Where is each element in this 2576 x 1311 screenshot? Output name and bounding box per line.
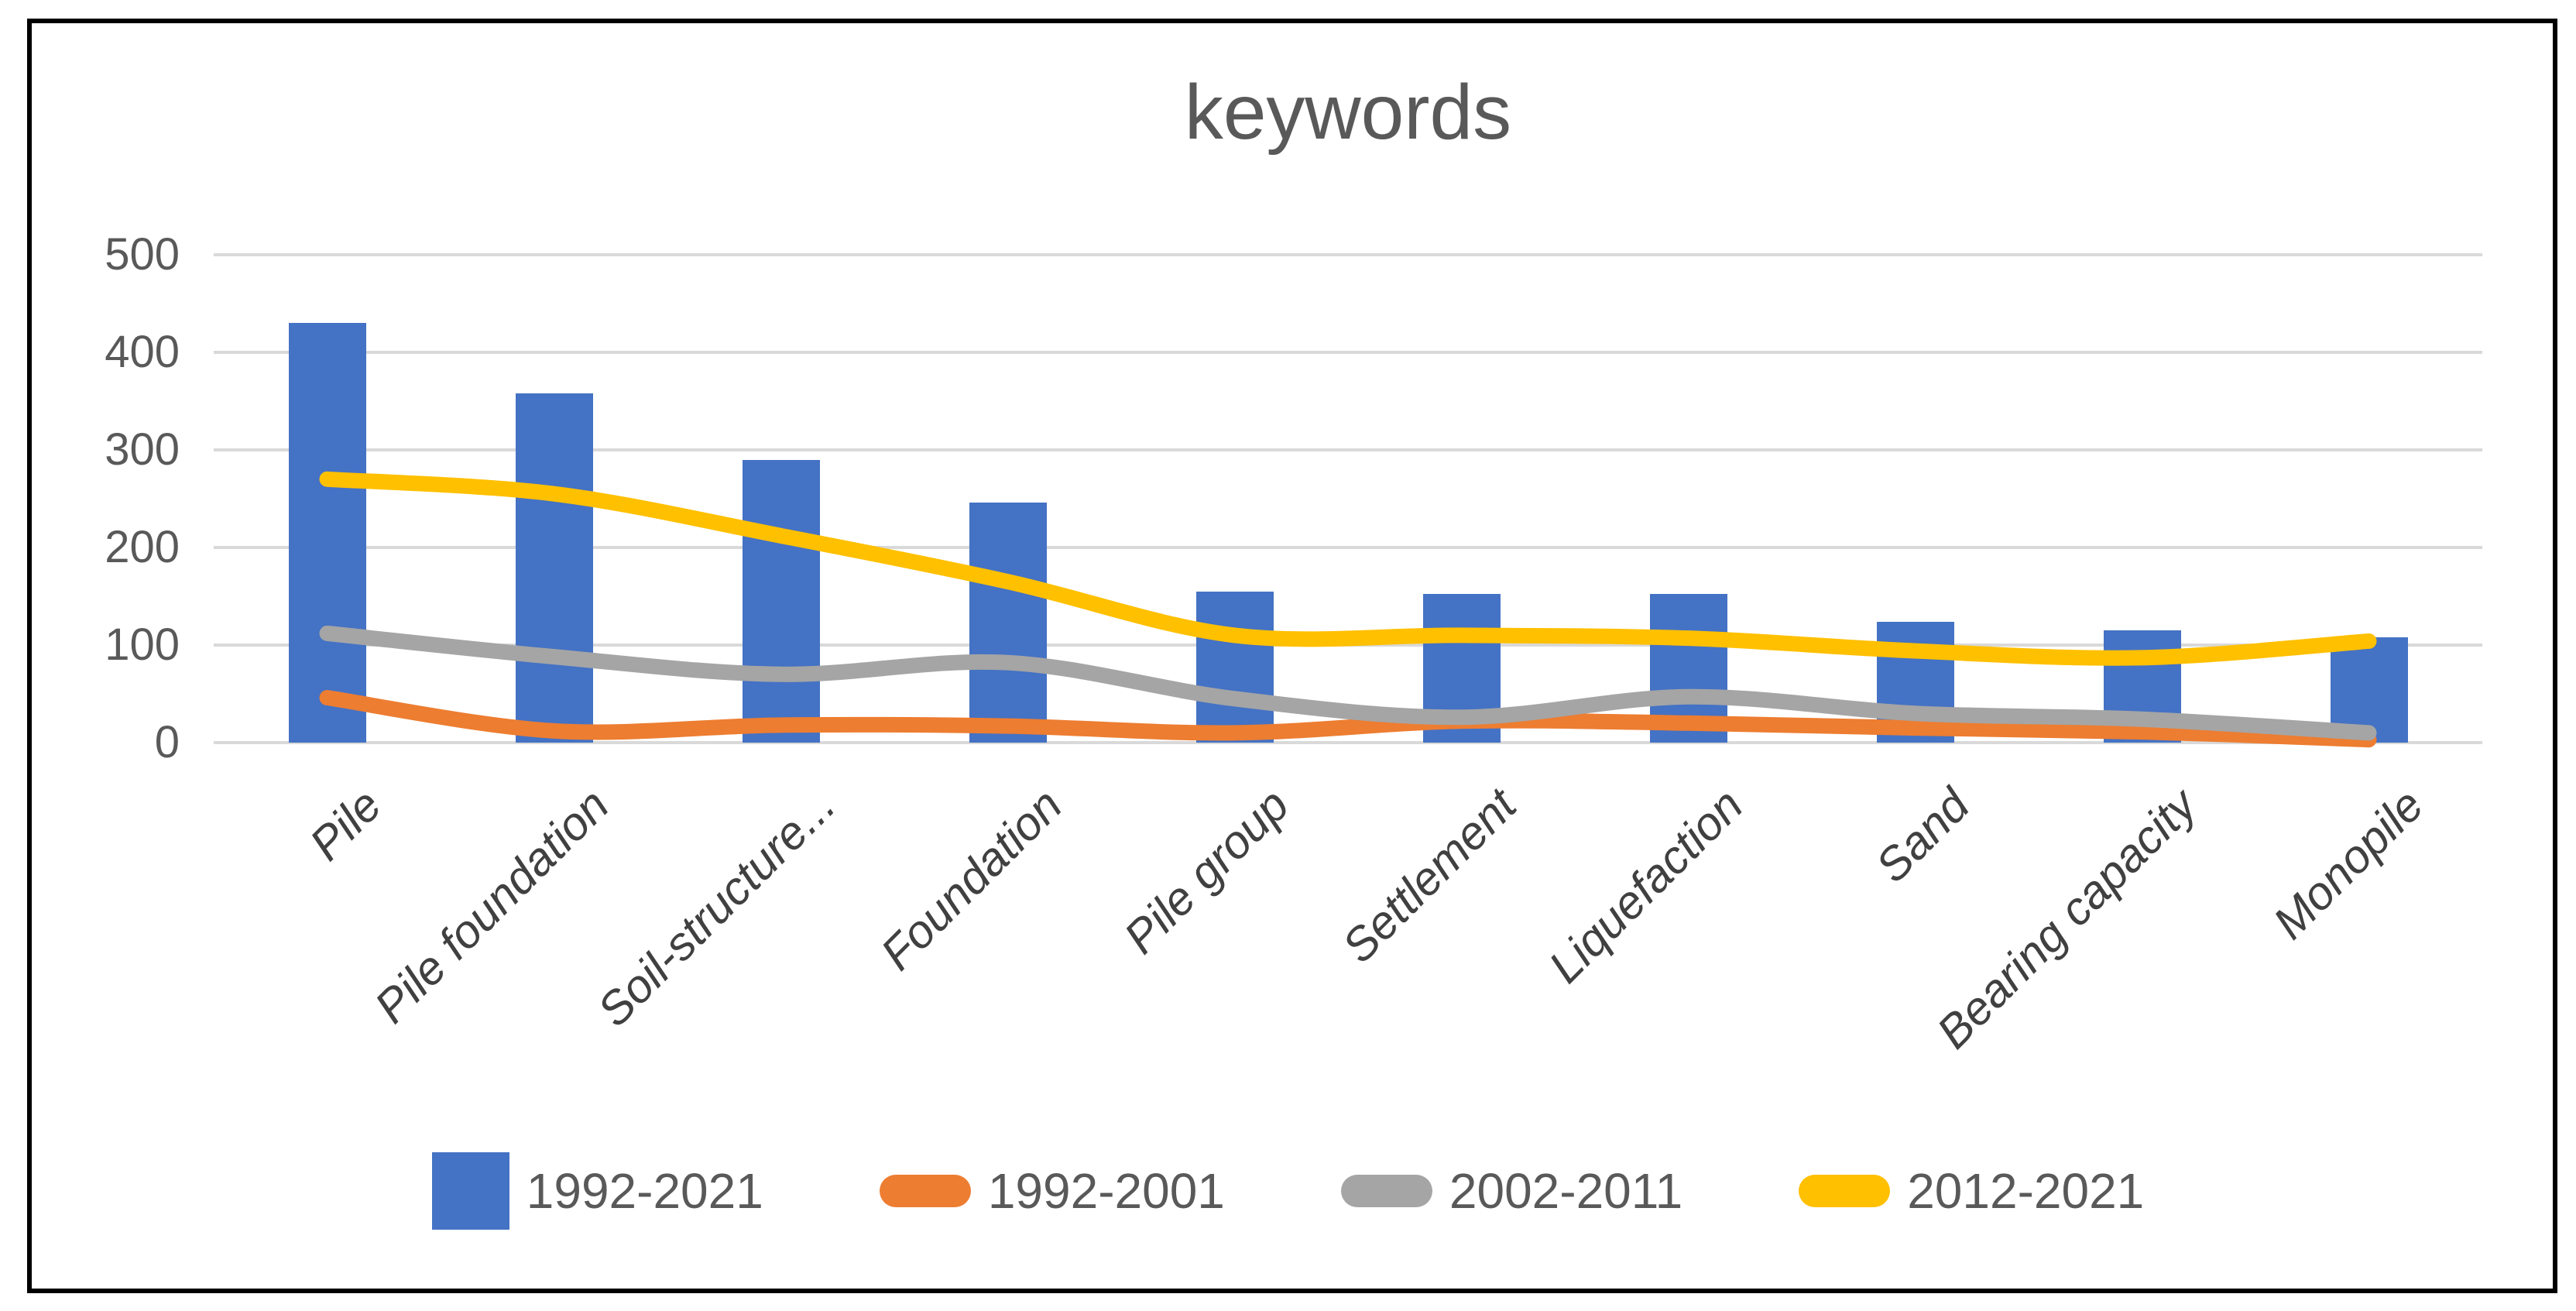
series-line-1992-2001	[319, 690, 2377, 748]
legend-item-2012-2021: 2012-2021	[1799, 1162, 2144, 1220]
legend-swatch-line-icon	[1340, 1175, 1432, 1207]
legend-label: 1992-2021	[526, 1163, 763, 1219]
bar-Pile group	[1195, 591, 1274, 743]
legend-item-1992-2001: 1992-2001	[879, 1162, 1225, 1220]
bar-Pile foundation	[515, 393, 593, 743]
legend-label: 1992-2001	[987, 1163, 1225, 1219]
gridline-400	[214, 351, 2482, 354]
series-line-2002-2011	[319, 625, 2377, 741]
y-tick-label-300: 300	[105, 424, 180, 475]
legend-swatch-line-icon	[1799, 1175, 1891, 1207]
gridline-0	[214, 741, 2482, 744]
gridline-500	[214, 253, 2482, 256]
y-tick-label-200: 200	[105, 522, 180, 572]
y-tick-label-500: 500	[105, 229, 180, 280]
legend-item-1992-2021: 1992-2021	[431, 1152, 763, 1230]
bar-Foundation	[969, 503, 1047, 743]
bar-Pile	[288, 323, 366, 743]
chart-title: keywords	[1184, 69, 1512, 156]
gridline-200	[214, 546, 2482, 549]
y-tick-label-100: 100	[105, 619, 180, 670]
gridline-300	[214, 448, 2482, 451]
legend: 1992-2021 1992-2001 2002-2011 2012-2021	[0, 1152, 2576, 1230]
legend-item-2002-2011: 2002-2011	[1340, 1162, 1683, 1220]
chart-border-frame	[27, 19, 2557, 1293]
legend-label: 2002-2011	[1449, 1163, 1683, 1219]
legend-label: 2012-2021	[1907, 1163, 2145, 1219]
y-tick-label-400: 400	[105, 327, 180, 377]
y-tick-label-0: 0	[154, 717, 180, 767]
series-line-2012-2021	[319, 471, 2377, 666]
bar-Soil-structure...	[742, 459, 820, 743]
legend-swatch-line-icon	[879, 1175, 971, 1207]
legend-swatch-square-icon	[431, 1152, 509, 1230]
